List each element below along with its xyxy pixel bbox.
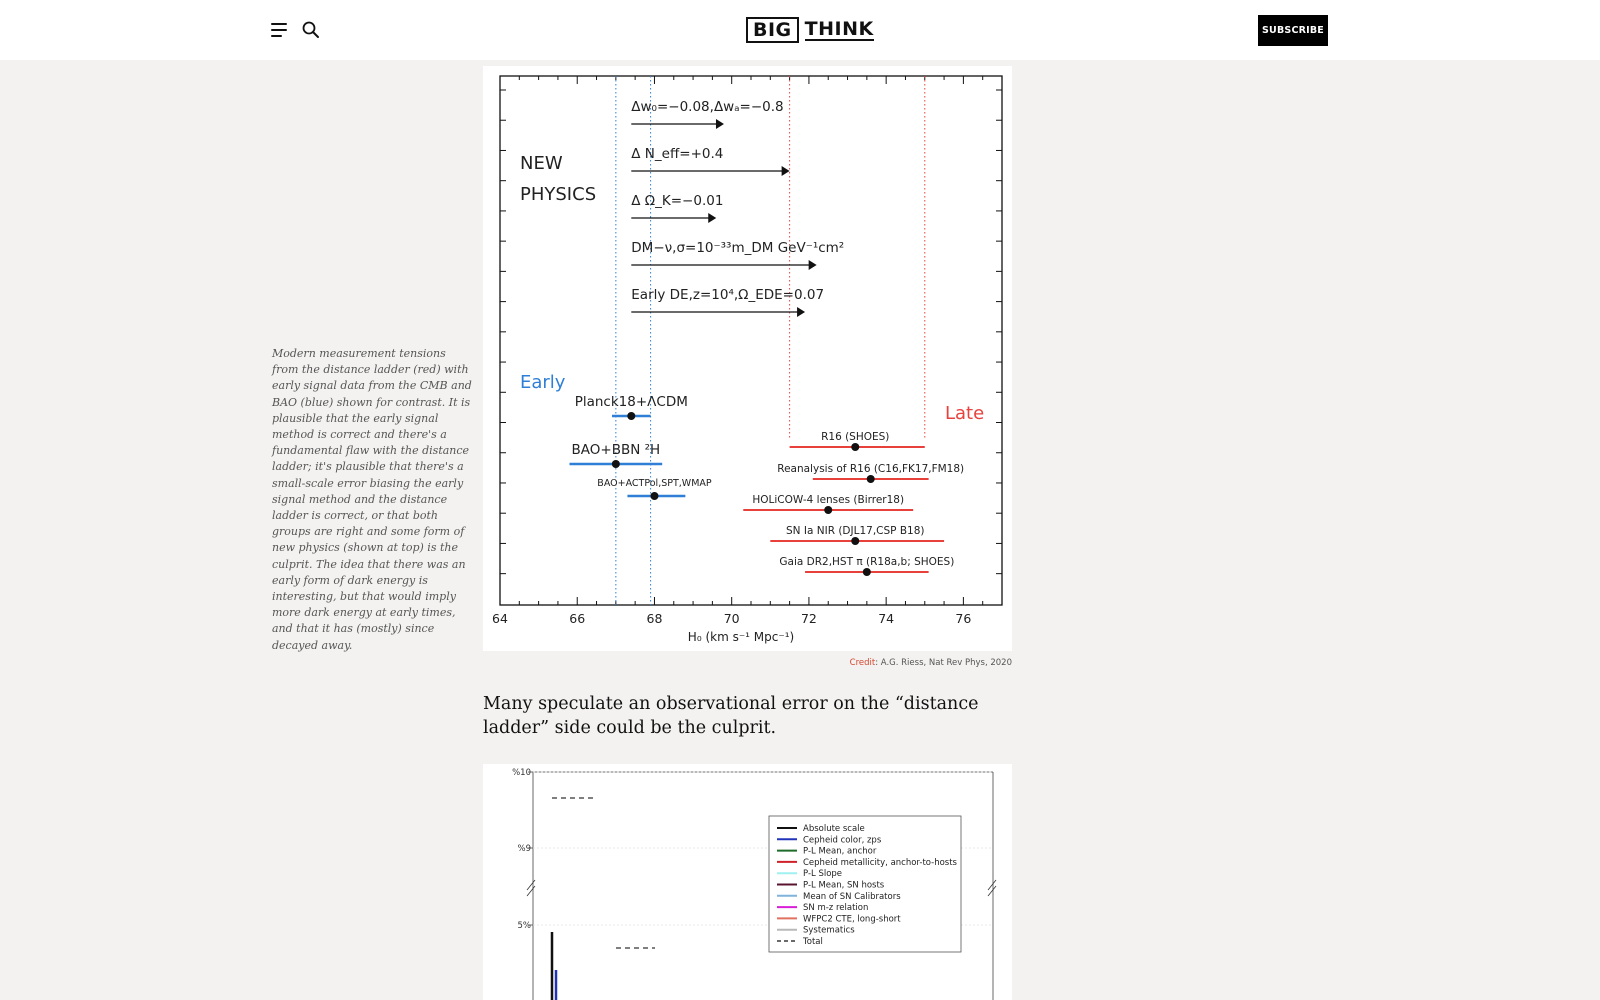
new-physics-label-line2: PHYSICS (520, 184, 596, 205)
big-think-logo[interactable]: BIG THINK (746, 16, 874, 44)
new-physics-arrows: Δw₀=−0.08,Δwₐ=−0.8 Δ N_eff=+0.4 Δ Ω_K=−0.0… (631, 99, 844, 317)
late-point (851, 537, 860, 545)
late-point-label: Reanalysis of R16 (C16,FK17,FM18) (777, 463, 964, 475)
credit-source: : A.G. Riess, Nat Rev Phys, 2020 (875, 658, 1012, 668)
x-tick-label: 68 (647, 611, 663, 626)
y-tick-label: 5% (518, 921, 532, 931)
x-tick-label: 74 (878, 611, 894, 626)
figure-credit: Credit: A.G. Riess, Nat Rev Phys, 2020 (700, 658, 1012, 668)
x-tick-label: 72 (801, 611, 817, 626)
arrow-head (708, 213, 717, 223)
hubble-tension-figure: NEW PHYSICS Δw₀=−0.08,Δwₐ=−0.8 Δ N_eff=+0… (483, 66, 1012, 651)
distance-ladder-error-figure: %10 %9 5% Absolute scale Cepheid color, zps… (483, 764, 1012, 1000)
early-label: Early (520, 372, 566, 393)
new-physics-row-label: DM−ν,σ=10⁻³³m_DM GeV⁻¹cm² (631, 240, 844, 256)
credit-label: Credit (849, 658, 876, 668)
early-point-label: BAO+ACTPol,SPT,WMAP (597, 478, 712, 489)
hamburger-menu-icon[interactable] (271, 22, 289, 38)
late-point (862, 568, 871, 576)
new-physics-label-line1: NEW (520, 153, 563, 174)
x-tick-label: 66 (569, 611, 585, 626)
early-point (627, 412, 636, 420)
legend-label: WFPC2 CTE, long-short (803, 914, 901, 924)
late-point (851, 443, 860, 451)
legend-label: Absolute scale (803, 824, 865, 834)
late-point (824, 506, 833, 514)
plot-frame (499, 75, 1003, 606)
new-physics-row-label: Early DE,z=10⁴,Ω_EDE=0.07 (631, 287, 824, 303)
late-point-label: Gaia DR2,HST π (R18a,b; SHOES) (779, 556, 954, 568)
y-tick-label: %9 (518, 844, 532, 854)
measurement-points: Planck18+ΛCDM BAO+BBN ²H BAO+ACTPol,SPT,WM… (569, 394, 964, 576)
late-point-label: HOLiCOW-4 lenses (Birrer18) (752, 494, 904, 506)
x-tick-label: 64 (492, 611, 508, 626)
legend-label: Mean of SN Calibrators (803, 892, 901, 902)
new-physics-row-label: Δ N_eff=+0.4 (631, 146, 723, 162)
tension-bands (615, 76, 926, 605)
axis-break-marks (526, 879, 997, 897)
early-point-label: Planck18+ΛCDM (575, 394, 688, 410)
logo-big: BIG (746, 17, 799, 43)
figure-caption: Modern measurement tensions from the dis… (272, 347, 472, 652)
early-point-label: BAO+BBN ²H (572, 442, 661, 458)
legend-label: Systematics (803, 926, 855, 936)
legend-label: P-L Mean, anchor (803, 847, 877, 857)
logo-think: THINK (804, 18, 874, 41)
late-point (866, 475, 875, 483)
x-tick-labels: 64 66 68 70 72 74 76 (492, 611, 971, 626)
early-point (650, 492, 659, 500)
new-physics-row-label: Δw₀=−0.08,Δwₐ=−0.8 (631, 99, 783, 115)
legend-label: P-L Slope (803, 869, 842, 879)
x-tick-label: 76 (955, 611, 971, 626)
y-tick-label: %10 (512, 768, 531, 778)
late-point-label: R16 (SHOES) (821, 431, 889, 443)
x-axis-label: H₀ (km s⁻¹ Mpc⁻¹) (688, 630, 794, 644)
legend-label: P-L Mean, SN hosts (803, 881, 885, 891)
search-icon[interactable] (301, 20, 321, 40)
late-label: Late (945, 403, 984, 424)
early-point (611, 460, 620, 468)
legend-box (768, 815, 962, 953)
axis-ticks (499, 76, 1003, 605)
arrow-head (797, 307, 806, 317)
article-paragraph: Many speculate an observational error on… (483, 694, 979, 738)
hubble-tension-chart: NEW PHYSICS Δw₀=−0.08,Δwₐ=−0.8 Δ N_eff=+0… (492, 75, 1003, 644)
late-point-label: SN Ia NIR (DJL17,CSP B18) (786, 525, 924, 537)
legend-label: Cepheid color, zps (803, 835, 882, 845)
y-gridlines: %10 %9 5% (512, 768, 993, 931)
arrow-head (808, 260, 817, 270)
subscribe-button[interactable]: SUBSCRIBE (1258, 15, 1328, 46)
x-tick-label: 70 (724, 611, 740, 626)
legend-label: SN m-z relation (803, 903, 868, 913)
legend-label: Total (802, 937, 823, 947)
arrow-head (715, 119, 724, 129)
top-navigation-bar: BIG THINK SUBSCRIBE (0, 0, 1600, 60)
legend-label: Cepheid metallicity, anchor-to-hosts (803, 858, 958, 868)
arrow-head (781, 166, 790, 176)
new-physics-row-label: Δ Ω_K=−0.01 (631, 193, 723, 209)
